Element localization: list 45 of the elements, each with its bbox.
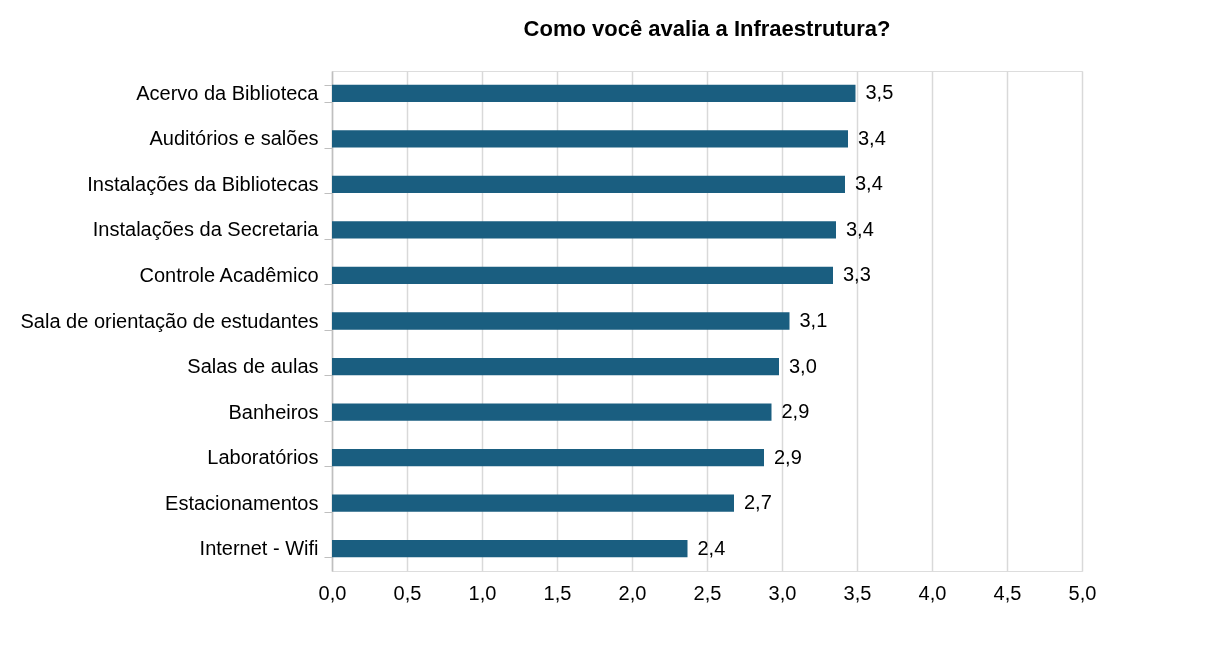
bar: [332, 266, 833, 285]
x-tick-label: 2,0: [618, 581, 647, 604]
y-tick-label: Sala de orientação de estudantes: [20, 309, 319, 332]
data-label: 2,9: [774, 445, 802, 468]
data-label: 3,3: [843, 263, 871, 286]
x-tick-label: 5,0: [1068, 581, 1097, 604]
data-label: 3,4: [846, 217, 874, 240]
data-label: 3,4: [858, 126, 886, 149]
data-label: 2,9: [781, 400, 810, 423]
bar: [332, 448, 764, 467]
x-tick-label: 4,5: [993, 581, 1022, 604]
bar: [332, 540, 688, 558]
data-label: 3,4: [855, 172, 883, 195]
bar: [332, 312, 790, 330]
y-tick-label: Acervo da Biblioteca: [136, 81, 320, 104]
y-tick-label: Auditórios e salões: [149, 127, 319, 150]
x-tick-label: 2,5: [693, 581, 722, 604]
y-tick-label: Instalações da Bibliotecas: [87, 172, 319, 195]
bar: [332, 403, 772, 421]
y-tick-label: Laboratórios: [207, 446, 319, 469]
bar: [332, 221, 836, 239]
bar: [332, 130, 848, 148]
data-label: 3,0: [789, 354, 817, 377]
chart-title: Como você avalia a Infraestrutura?: [523, 16, 891, 41]
data-label: 3,5: [865, 81, 894, 104]
y-tick-label: Banheiros: [228, 400, 319, 423]
x-tick-label: 1,0: [468, 581, 497, 604]
x-tick-label: 3,5: [843, 581, 872, 604]
bar: [332, 175, 845, 194]
bar: [332, 357, 779, 376]
y-tick-label: Instalações da Secretaria: [92, 218, 320, 241]
x-tick-label: 4,0: [918, 581, 947, 604]
y-tick-label: Internet - Wifi: [199, 537, 319, 560]
data-label: 2,4: [697, 536, 726, 559]
y-tick-label: Controle Acadêmico: [139, 263, 319, 286]
bar: [332, 84, 856, 102]
x-tick-label: 3,0: [768, 581, 797, 604]
bar: [332, 494, 734, 512]
x-tick-label: 0,0: [318, 581, 347, 604]
x-tick-label: 1,5: [543, 581, 572, 604]
x-tick-label: 0,5: [393, 581, 422, 604]
data-label: 3,1: [799, 309, 828, 331]
y-tick-label: Salas de aulas: [187, 355, 319, 378]
data-label: 2,7: [744, 491, 772, 514]
y-tick-label: Estacionamentos: [165, 491, 319, 514]
